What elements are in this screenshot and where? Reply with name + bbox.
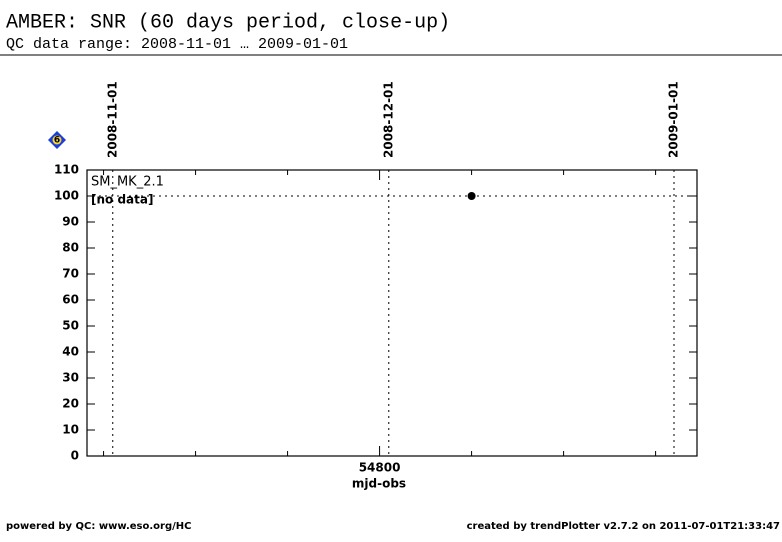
y-tick-label: 80 [62, 241, 79, 255]
y-tick-label: 100 [54, 189, 79, 203]
chart-subtitle: QC data range: 2008-11-01 … 2009-01-01 [6, 36, 348, 53]
date-marker-label: 2008-11-01 [105, 81, 119, 158]
annotation: [no data] [91, 193, 153, 207]
y-tick-label: 30 [62, 371, 79, 385]
footer-left: powered by QC: www.eso.org/HC [6, 521, 191, 532]
footer-right: created by trendPlotter v2.7.2 on 2011-0… [467, 521, 780, 532]
date-marker-label: 2009-01-01 [666, 81, 680, 158]
y-tick-label: 90 [62, 215, 79, 229]
x-tick-label: 54800 [359, 461, 401, 475]
badge-dot [52, 135, 62, 145]
data-point [467, 192, 476, 200]
y-tick-label: 10 [62, 423, 79, 437]
chart-title: AMBER: SNR (60 days period, close-up) [6, 11, 450, 34]
y-tick-label: 50 [62, 319, 79, 333]
plot-frame [86, 169, 698, 457]
y-tick-label: 40 [62, 345, 79, 359]
y-tick-label: 20 [62, 397, 79, 411]
y-tick-label: 70 [62, 267, 79, 281]
x-axis-label: mjd-obs [352, 477, 406, 491]
y-tick-label: 0 [71, 449, 79, 463]
legend-label: SM_MK_2.1 [91, 175, 164, 190]
badge-label: 6 [54, 136, 60, 146]
y-tick-label: 60 [62, 293, 79, 307]
date-marker-label: 2008-12-01 [381, 81, 395, 158]
y-tick-label: 110 [54, 163, 79, 177]
